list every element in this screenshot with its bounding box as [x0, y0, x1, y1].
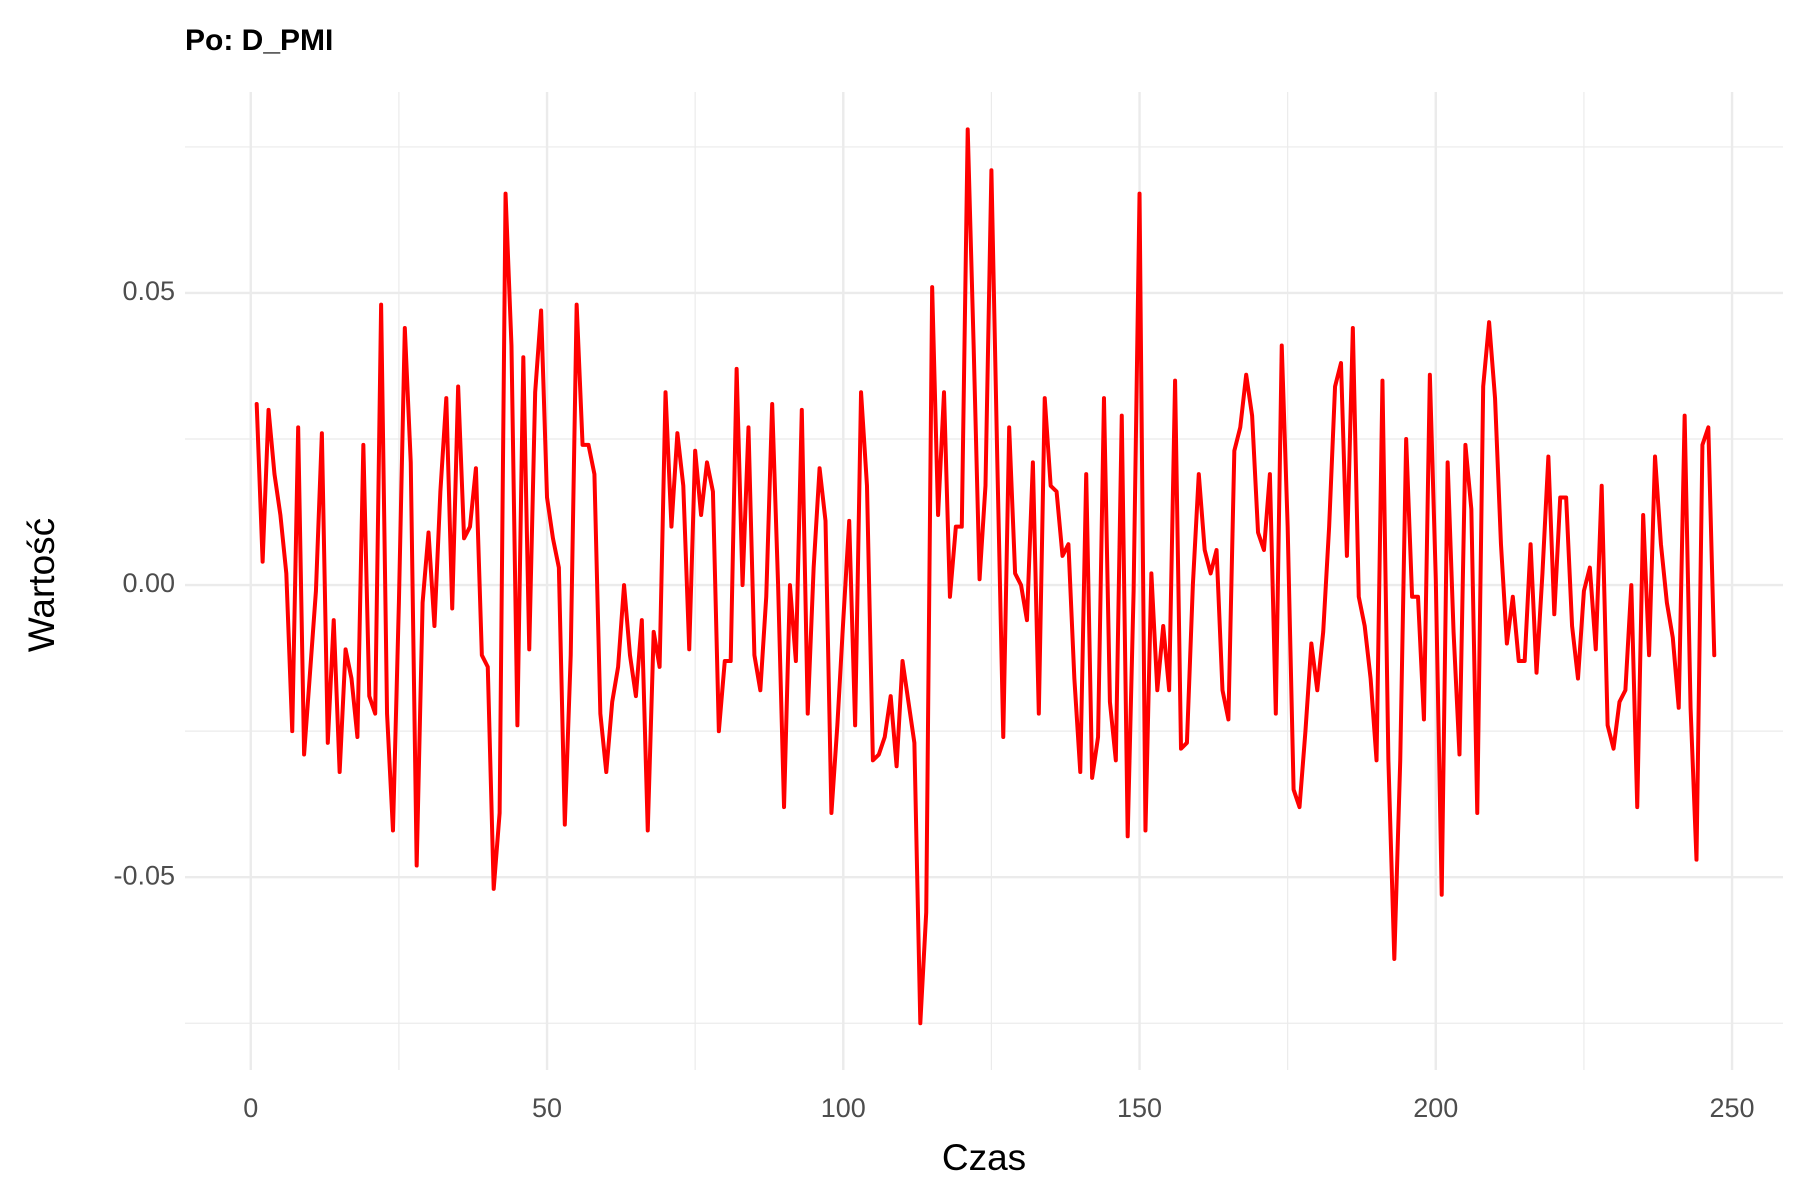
y-tick-label: 0.00 — [122, 568, 175, 598]
x-tick-label: 200 — [1413, 1093, 1458, 1123]
x-tick-label: 250 — [1710, 1093, 1755, 1123]
plot — [254, 127, 1717, 1026]
x-tick-label: 150 — [1117, 1093, 1162, 1123]
y-tick-label: -0.05 — [113, 860, 175, 890]
chart-title: Po: D_PMI — [185, 24, 333, 57]
y-axis-title: Wartość — [21, 518, 62, 652]
y-tick-label: 0.05 — [122, 276, 175, 306]
data-line — [254, 127, 1717, 1026]
x-axis-title: Czas — [942, 1137, 1026, 1178]
x-tick-label: 0 — [243, 1093, 258, 1123]
x-tick-label: 50 — [532, 1093, 562, 1123]
x-tick-label: 100 — [821, 1093, 866, 1123]
